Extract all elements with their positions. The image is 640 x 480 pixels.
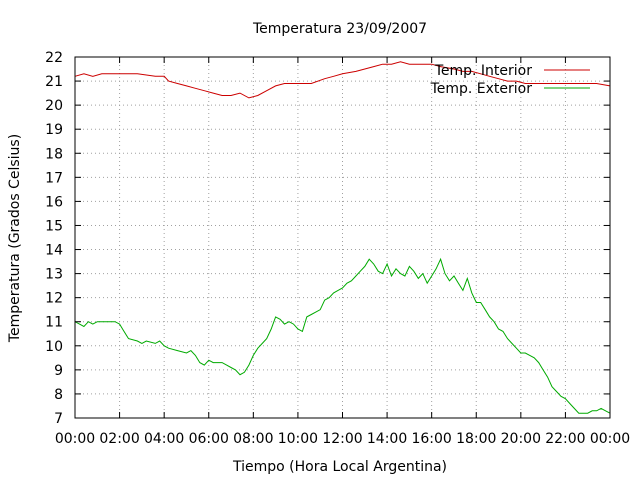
y-tick-label: 22 xyxy=(45,50,63,66)
y-tick-label: 7 xyxy=(54,411,63,427)
x-tick-label: 04:00 xyxy=(144,431,184,447)
x-tick-label: 12:00 xyxy=(322,431,362,447)
series-line-interior xyxy=(74,61,611,99)
x-tick-label: 00:00 xyxy=(55,431,95,447)
y-tick-label: 17 xyxy=(45,170,63,186)
tick-labels: 00:00 02:00 04:00 06:00 08:00 10:00 12:00 14:00… xyxy=(45,50,630,447)
chart-title: Temperatura 23/09/2007 xyxy=(252,21,427,37)
grid-lines xyxy=(75,57,610,418)
legend: Temp. Interior Temp. Exterior xyxy=(430,63,590,97)
y-tick-label: 20 xyxy=(45,98,63,114)
y-tick-label: 19 xyxy=(45,122,63,138)
x-axis-label: Tiempo (Hora Local Argentina) xyxy=(232,459,447,475)
series-lines xyxy=(74,61,611,414)
x-tick-label: 10:00 xyxy=(278,431,318,447)
axis-ticks xyxy=(74,56,611,419)
y-tick-label: 11 xyxy=(45,315,63,331)
y-tick-label: 10 xyxy=(45,339,63,355)
legend-label-interior: Temp. Interior xyxy=(434,63,533,79)
y-tick-label: 15 xyxy=(45,218,63,234)
x-tick-label: 06:00 xyxy=(189,431,229,447)
series-line-exterior xyxy=(74,257,611,414)
y-tick-label: 14 xyxy=(45,243,63,259)
x-tick-label: 14:00 xyxy=(367,431,407,447)
legend-label-exterior: Temp. Exterior xyxy=(430,81,533,97)
x-tick-label: 18:00 xyxy=(456,431,496,447)
y-tick-label: 12 xyxy=(45,291,63,307)
x-tick-label: 22:00 xyxy=(545,431,585,447)
y-tick-label: 13 xyxy=(45,267,63,283)
y-tick-label: 8 xyxy=(54,387,63,403)
x-tick-label: 02:00 xyxy=(99,431,139,447)
x-tick-label: 20:00 xyxy=(501,431,541,447)
x-tick-label: 16:00 xyxy=(411,431,451,447)
y-tick-label: 18 xyxy=(45,146,63,162)
y-axis-label: Temperatura (Grados Celsius) xyxy=(7,134,23,343)
x-tick-label: 00:00 xyxy=(590,431,630,447)
x-tick-label: 08:00 xyxy=(233,431,273,447)
y-tick-label: 9 xyxy=(54,363,63,379)
y-tick-label: 16 xyxy=(45,194,63,210)
y-tick-label: 21 xyxy=(45,74,63,90)
